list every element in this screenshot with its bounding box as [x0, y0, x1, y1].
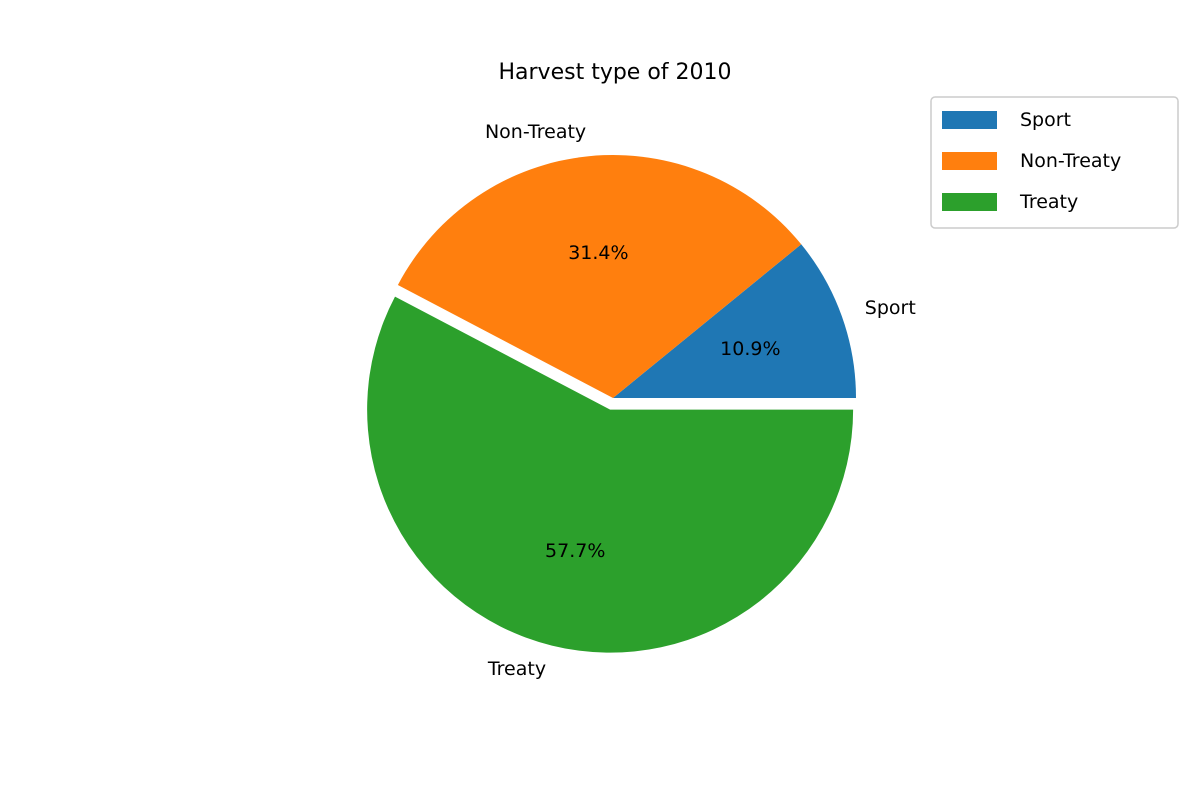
pie-slice-non-treaty	[397, 155, 802, 398]
pct-label-sport: 10.9%	[720, 338, 780, 360]
chart-title: Harvest type of 2010	[498, 60, 731, 85]
pct-label-non-treaty: 31.4%	[568, 242, 628, 264]
legend-label-non-treaty: Non-Treaty	[1020, 150, 1121, 172]
legend-swatch-treaty	[942, 193, 997, 211]
pie-slice-sport	[613, 244, 856, 398]
slice-label-non-treaty: Non-Treaty	[485, 121, 586, 143]
legend-label-treaty: Treaty	[1019, 191, 1078, 213]
legend-swatch-non-treaty	[942, 152, 997, 170]
pie-slices	[367, 155, 856, 653]
pie-labels: Sport 10.9% Non-Treaty 31.4% Treaty 57.7%	[485, 121, 916, 680]
slice-label-sport: Sport	[865, 297, 916, 319]
pct-label-treaty: 57.7%	[545, 540, 605, 562]
legend-swatch-sport	[942, 111, 997, 129]
pie-slice-treaty	[367, 296, 854, 653]
legend-label-sport: Sport	[1020, 109, 1071, 131]
slice-label-treaty: Treaty	[487, 658, 546, 680]
legend-entries: Sport Non-Treaty Treaty	[942, 109, 1121, 213]
legend: Sport Non-Treaty Treaty	[930, 96, 1179, 229]
